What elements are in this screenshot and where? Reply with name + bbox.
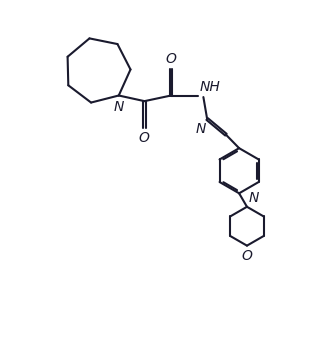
Text: N: N — [114, 99, 124, 114]
Text: N: N — [195, 122, 205, 136]
Text: O: O — [241, 249, 252, 263]
Text: N: N — [249, 191, 259, 205]
Text: O: O — [138, 131, 149, 145]
Text: NH: NH — [199, 80, 220, 94]
Text: O: O — [166, 52, 176, 66]
